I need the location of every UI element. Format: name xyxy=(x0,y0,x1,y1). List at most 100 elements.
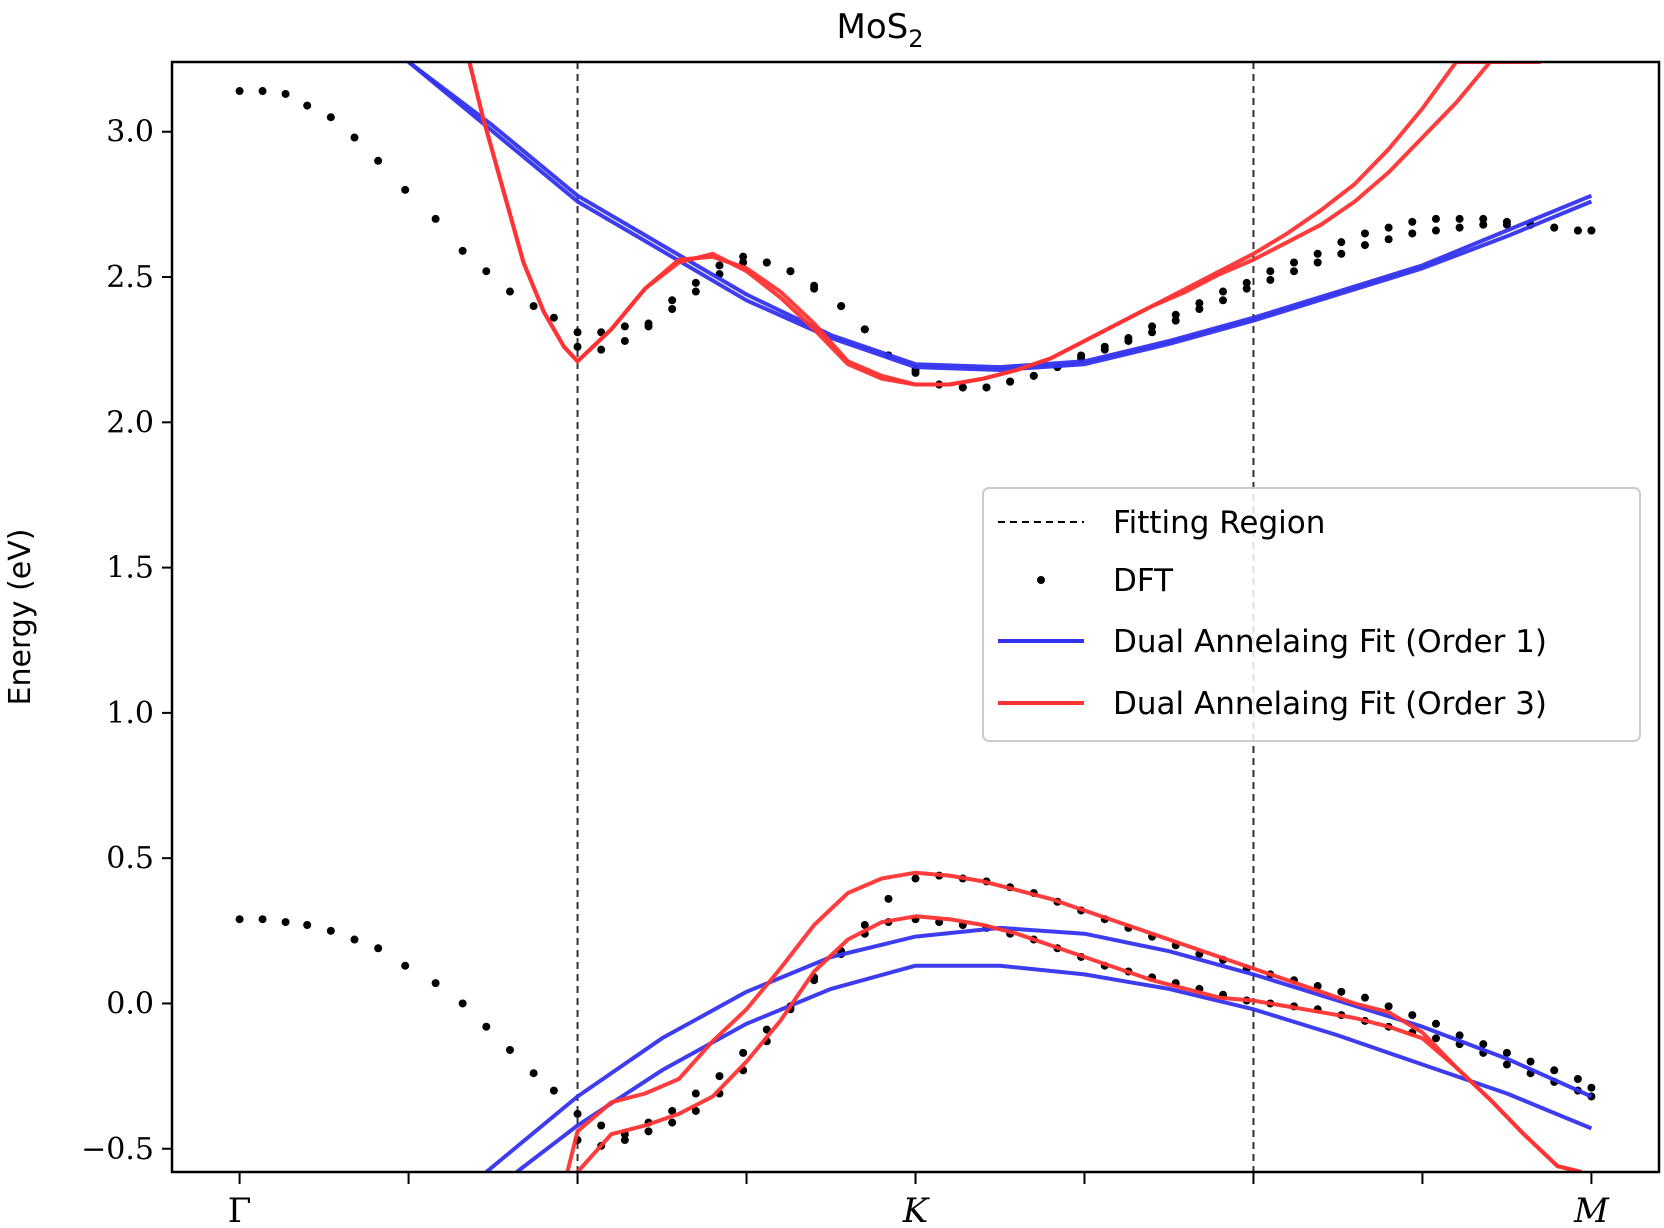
dft-point xyxy=(691,1106,700,1115)
dft-point xyxy=(1587,1083,1596,1092)
dft-point xyxy=(1384,235,1393,244)
dft-point xyxy=(1219,296,1228,305)
dft-point xyxy=(1573,1075,1582,1084)
order3-fit-line-7 xyxy=(467,62,1507,387)
x-tick-label: Γ xyxy=(228,1191,252,1228)
dft-point xyxy=(1384,1002,1393,1011)
dft-point xyxy=(1266,275,1275,284)
dft-point xyxy=(1360,229,1369,238)
dft-point xyxy=(235,915,244,924)
dft-point xyxy=(668,304,677,313)
dft-point xyxy=(1195,304,1204,313)
dft-point xyxy=(1479,220,1488,229)
dft-point xyxy=(620,336,629,345)
dft-point xyxy=(401,961,410,970)
dft-point xyxy=(911,874,920,883)
dft-point xyxy=(1455,1031,1464,1040)
y-tick-label: 2.5 xyxy=(106,260,154,295)
dft-point xyxy=(1431,214,1440,223)
dft-point xyxy=(1242,278,1251,287)
dft-point xyxy=(1526,1057,1535,1066)
dft-point xyxy=(1360,241,1369,250)
dft-point xyxy=(258,87,267,96)
dft-point xyxy=(884,894,893,903)
dft-point xyxy=(958,383,967,392)
x-tick-label: M xyxy=(1573,1191,1610,1228)
dft-point xyxy=(911,368,920,377)
dft-point xyxy=(1337,238,1346,247)
y-axis: −0.5 0.0 0.5 1.0 1.5 2.0 2.5 3.0 xyxy=(81,115,172,1167)
dft-point xyxy=(281,89,290,98)
dft-point xyxy=(1360,993,1369,1002)
dft-point xyxy=(303,101,312,110)
dft-point xyxy=(810,281,819,290)
dft-point xyxy=(1029,371,1038,380)
dft-point xyxy=(786,267,795,276)
dft-point xyxy=(303,921,312,930)
dft-point xyxy=(691,278,700,287)
dft-point xyxy=(1290,258,1299,267)
dft-point xyxy=(350,935,359,944)
dft-point xyxy=(326,113,335,122)
dft-point xyxy=(1006,377,1015,386)
dft-point xyxy=(1502,220,1511,229)
dft-point xyxy=(1100,345,1109,354)
dft-point xyxy=(982,383,991,392)
dft-point xyxy=(1171,310,1180,319)
dft-point xyxy=(258,915,267,924)
dft-point xyxy=(668,296,677,305)
dft-point xyxy=(1337,987,1346,996)
dft-point xyxy=(644,322,653,331)
dft-point xyxy=(573,328,582,337)
legend-label: Dual Annelaing Fit (Order 3) xyxy=(1113,686,1547,722)
dft-point xyxy=(1408,229,1417,238)
dft-point xyxy=(549,313,558,322)
dft-point xyxy=(597,345,606,354)
dft-point xyxy=(1479,214,1488,223)
chart-title-subscript: 2 xyxy=(908,25,923,53)
dft-point xyxy=(715,1072,724,1081)
y-tick-label: −0.5 xyxy=(81,1132,154,1167)
legend-label: DFT xyxy=(1113,563,1174,599)
dft-point xyxy=(1431,1019,1440,1028)
legend-label: Fitting Region xyxy=(1113,505,1325,541)
dft-point xyxy=(374,944,383,953)
dft-point xyxy=(668,1118,677,1127)
y-axis-label: Energy (eV) xyxy=(3,529,38,706)
dft-point xyxy=(350,133,359,142)
dft-point xyxy=(691,287,700,296)
dft-point xyxy=(739,252,748,261)
dft-point xyxy=(431,979,440,988)
dft-point xyxy=(668,1106,677,1115)
dft-point xyxy=(1290,267,1299,276)
dft-point xyxy=(715,261,724,270)
y-tick-label: 3.0 xyxy=(106,115,154,150)
dft-point xyxy=(1502,1048,1511,1057)
dft-point xyxy=(762,258,771,267)
dft-point xyxy=(1384,223,1393,232)
dft-point xyxy=(235,87,244,96)
dft-point xyxy=(505,1045,514,1054)
dft-point xyxy=(1266,267,1275,276)
y-tick-label: 2.0 xyxy=(106,405,154,440)
dft-point xyxy=(1455,223,1464,232)
dft-point xyxy=(1573,226,1582,235)
dft-point xyxy=(1124,336,1133,345)
dft-point xyxy=(549,1086,558,1095)
series-layer xyxy=(235,62,1596,1172)
dft-point xyxy=(620,322,629,331)
dft-point xyxy=(326,926,335,935)
dft-point xyxy=(505,287,514,296)
dft-point xyxy=(1502,1060,1511,1069)
y-tick-label: 0.5 xyxy=(106,841,154,876)
dft-point xyxy=(1550,1066,1559,1075)
legend-swatch-dot xyxy=(1037,576,1045,584)
x-tick-label: K xyxy=(902,1191,931,1228)
dft-point xyxy=(860,325,869,334)
dft-point xyxy=(1479,1040,1488,1049)
dft-point xyxy=(644,1127,653,1136)
dft-point xyxy=(1408,1011,1417,1020)
dft-point xyxy=(431,214,440,223)
